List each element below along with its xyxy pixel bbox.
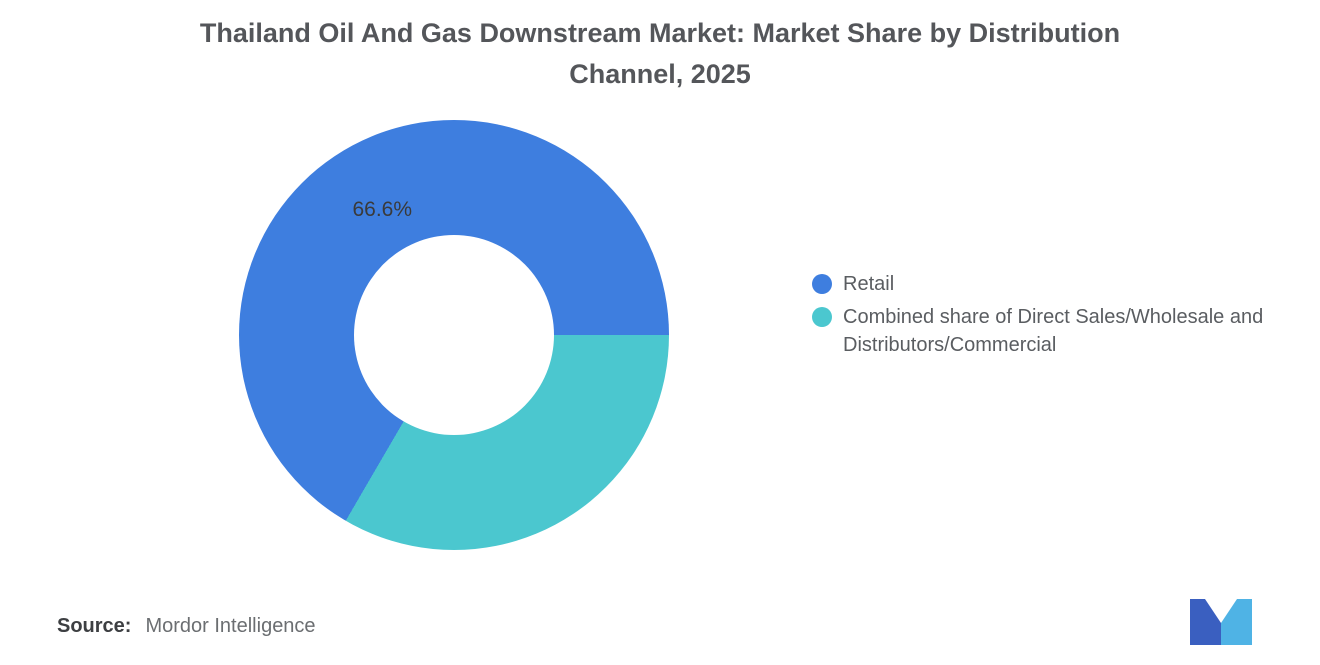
legend-item[interactable]: Retail bbox=[812, 270, 1288, 298]
source-line: Source: Mordor Intelligence bbox=[57, 615, 316, 638]
chart-title: Thailand Oil And Gas Downstream Market: … bbox=[199, 18, 1121, 89]
legend-swatch-icon bbox=[812, 274, 832, 294]
legend: Retail Combined share of Direct Sales/Who… bbox=[812, 270, 1288, 359]
legend-swatch-icon bbox=[812, 307, 832, 327]
source-value: Mordor Intelligence bbox=[145, 615, 316, 637]
mordor-intelligence-logo bbox=[1190, 599, 1252, 645]
legend-label: Combined share of Direct Sales/Wholesale… bbox=[843, 306, 1264, 356]
legend-label: Retail bbox=[843, 273, 895, 295]
slice-data-label: 66.6% bbox=[352, 198, 413, 222]
legend-item[interactable]: Combined share of Direct Sales/Wholesale… bbox=[812, 303, 1288, 359]
source-label: Source: bbox=[57, 615, 132, 637]
donut-chart: 66.6% bbox=[239, 120, 669, 550]
donut-hole bbox=[354, 235, 554, 435]
